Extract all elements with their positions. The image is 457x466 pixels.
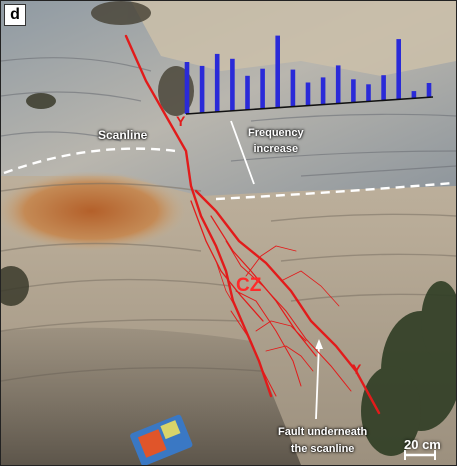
- frequency-bar: [381, 75, 386, 101]
- frequency-bar: [411, 91, 417, 99]
- frequency-bar: [230, 58, 235, 111]
- fault-label-line1: Fault underneath: [278, 426, 368, 438]
- frequency-bar: [260, 68, 265, 109]
- frequency-bar: [320, 77, 326, 105]
- fault-traces: [124, 34, 381, 415]
- frequency-bar: [184, 62, 190, 114]
- scale-label: 20 cm: [404, 437, 441, 452]
- panel-label: d: [4, 4, 26, 26]
- upper-rubble-area: [131, 1, 456, 76]
- frequency-bar: [305, 82, 311, 106]
- field-notebook: [130, 414, 193, 465]
- core-zone-label: CZ: [236, 275, 262, 296]
- frequency-increase-label: Frequency increase: [248, 125, 304, 157]
- frequency-bar: [199, 65, 205, 113]
- orange-weathered-zone: [1, 171, 186, 251]
- frequency-label-line1: Frequency: [248, 127, 304, 139]
- upper-bedding-lines: [1, 57, 456, 177]
- y-marker-top: Y: [176, 113, 186, 129]
- frequency-bar: [396, 39, 401, 100]
- frequency-leader-line: [230, 120, 255, 185]
- frequency-bar: [214, 53, 220, 112]
- frequency-label-line2: increase: [253, 143, 299, 155]
- frequency-bar: [290, 69, 296, 107]
- fault-underneath-label: Fault underneath the scanline: [278, 424, 367, 458]
- foreground-shadow: [1, 327, 301, 465]
- frequency-baseline: [185, 96, 434, 115]
- frequency-bar: [366, 84, 371, 102]
- scanline-label: Scanline: [98, 128, 148, 142]
- frequency-bar: [351, 79, 356, 103]
- scale-bar: [404, 450, 436, 460]
- y-marker-bottom: Y: [352, 361, 362, 377]
- frequency-bar: [245, 75, 250, 110]
- frequency-bar: [275, 35, 280, 108]
- scanline-upper-segment: [3, 147, 177, 175]
- shrub-right: [361, 281, 456, 456]
- shrub-left: [1, 93, 56, 306]
- frequency-bar: [335, 65, 341, 104]
- fault-leader-line: [315, 343, 320, 420]
- fault-label-line2: the scanline: [290, 443, 355, 455]
- frequency-bar: [426, 83, 432, 97]
- frequency-bars: [184, 35, 432, 114]
- fault-leader-arrowhead: [315, 339, 323, 349]
